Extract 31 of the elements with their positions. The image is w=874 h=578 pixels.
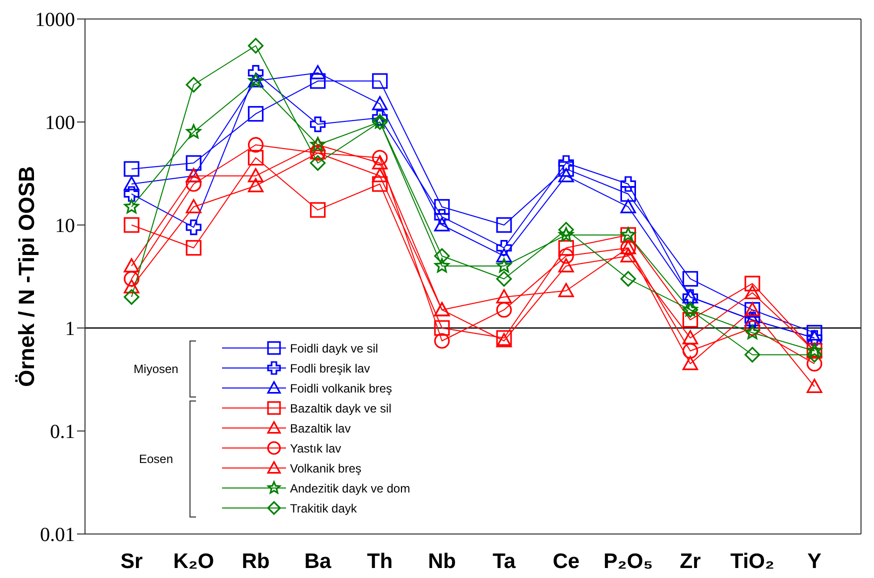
- y-tick-label: 0.01: [40, 524, 75, 546]
- x-tick-label: Th: [367, 550, 393, 573]
- annotation: Eosen: [138, 452, 174, 466]
- legend-label: Trakitik dayk: [290, 501, 357, 516]
- legend-label: Volkanik breş: [290, 461, 362, 476]
- legend-label: Yastık lav: [290, 441, 342, 456]
- legend-label: Bazaltik lav: [290, 421, 351, 436]
- x-tick-label: K₂O: [173, 550, 214, 573]
- x-tick-label: Ta: [492, 550, 516, 573]
- y-tick-label: 100: [45, 112, 75, 134]
- legend-label: Foidli dayk ve sil: [290, 341, 378, 356]
- x-tick-label: Y: [807, 550, 822, 573]
- legend-label: Andezitik dayk ve dom: [290, 481, 410, 496]
- y-tick-label: 1000: [35, 9, 75, 32]
- x-tick-label: P₂O₅: [604, 550, 653, 573]
- x-tick-label: Sr: [120, 550, 143, 573]
- x-tick-label: Nb: [428, 550, 456, 573]
- legend-groups: Miyosen Eosen: [124, 338, 264, 528]
- legend-label: Foidli volkanik breş: [290, 381, 392, 396]
- y-axis-title: Örnek / N -Tipi OOSB: [14, 166, 39, 387]
- annotation: Miyosen: [134, 362, 178, 376]
- y-tick-label: 10: [55, 215, 75, 238]
- y-tick-label: 0.1: [50, 421, 75, 444]
- legend-label: Fodli breşik lav: [290, 361, 370, 376]
- x-tick-label: Rb: [242, 550, 270, 573]
- x-tick-label: Ba: [304, 550, 332, 573]
- y-tick-label: 1: [65, 318, 75, 340]
- x-tick-label: TiO₂: [730, 550, 774, 573]
- x-tick-label: Zr: [680, 550, 701, 573]
- legend-label: Bazaltik dayk ve sil: [290, 401, 392, 416]
- x-tick-label: Ce: [552, 550, 580, 573]
